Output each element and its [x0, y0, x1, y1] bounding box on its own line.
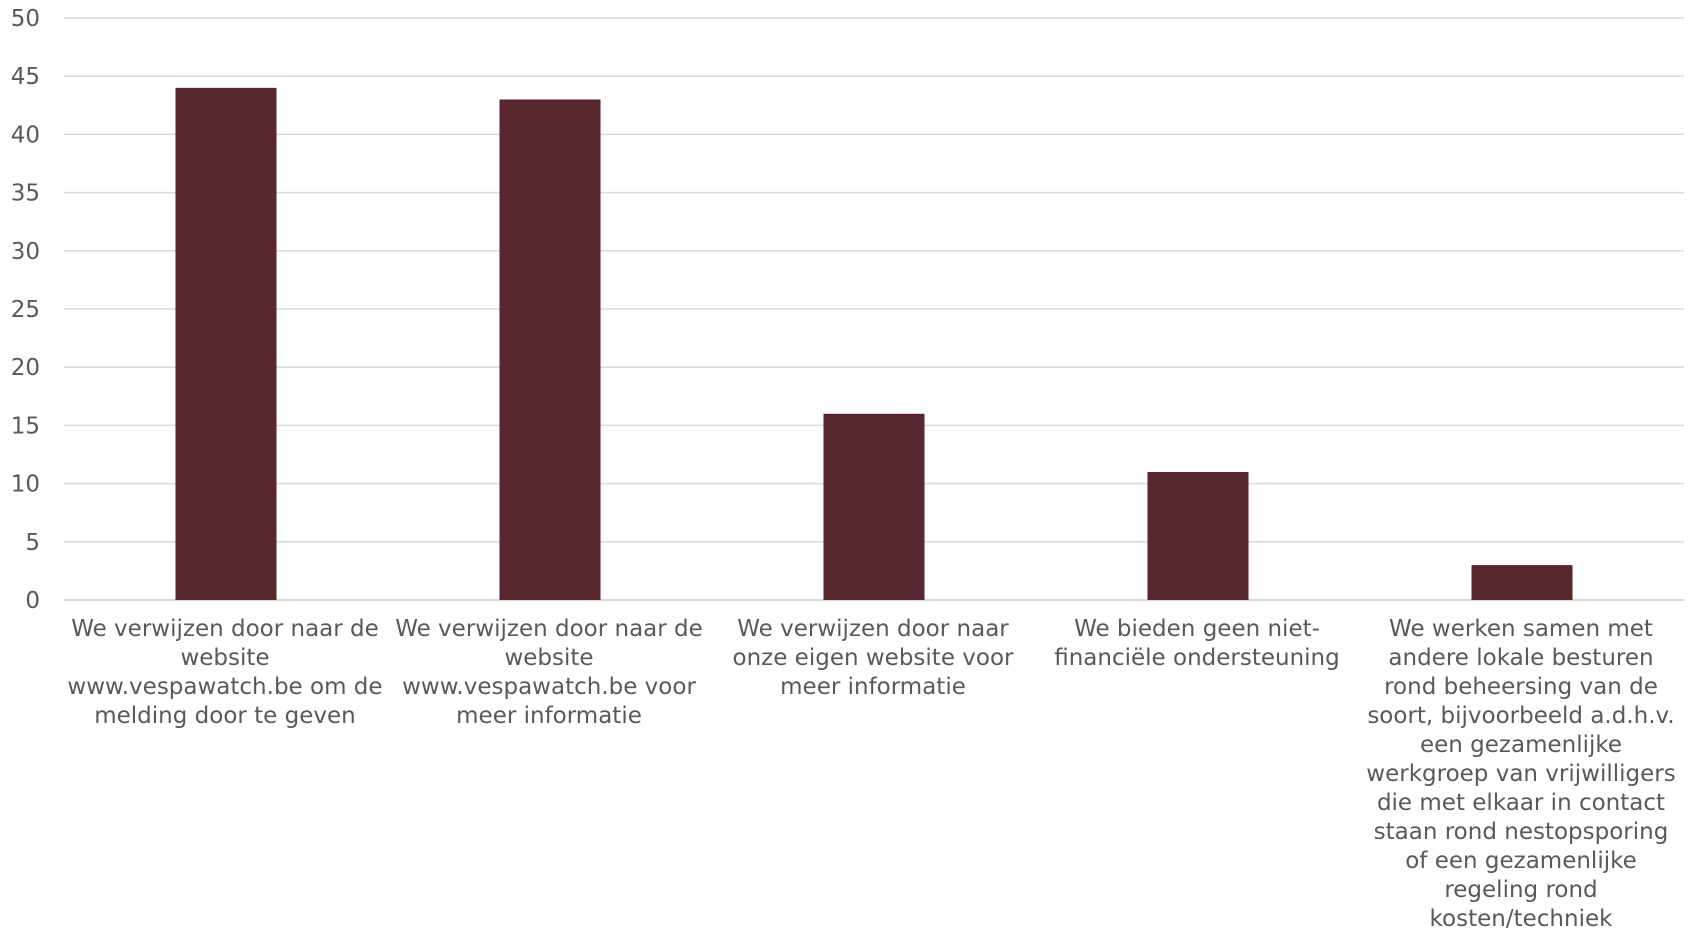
y-tick-label: 45: [11, 64, 40, 90]
bar-4: [1147, 471, 1249, 600]
y-tick-label: 5: [25, 530, 40, 556]
y-tick-label: 35: [11, 181, 40, 207]
y-tick-label: 40: [11, 122, 40, 148]
category-label-3: We verwijzen door naar onze eigen websit…: [732, 616, 1014, 700]
bar-2: [499, 99, 601, 600]
y-tick-label: 50: [11, 6, 40, 32]
bar-1: [175, 87, 277, 601]
y-tick-label: 15: [11, 413, 40, 439]
category-label-5: We werken samen met andere lokale bestur…: [1366, 616, 1676, 932]
bar-3: [823, 413, 925, 600]
y-tick-label: 10: [11, 472, 40, 498]
bar-5: [1471, 565, 1573, 600]
y-tick-label: 20: [11, 355, 40, 381]
y-tick-label: 0: [25, 588, 40, 614]
category-label-4: We bieden geen niet-financiële ondersteu…: [1054, 616, 1340, 671]
category-label-1: We verwijzen door naar de website www.ve…: [67, 616, 383, 729]
category-label-2: We verwijzen door naar de website www.ve…: [395, 616, 703, 729]
y-tick-label: 25: [11, 297, 40, 323]
y-tick-label: 30: [11, 239, 40, 265]
